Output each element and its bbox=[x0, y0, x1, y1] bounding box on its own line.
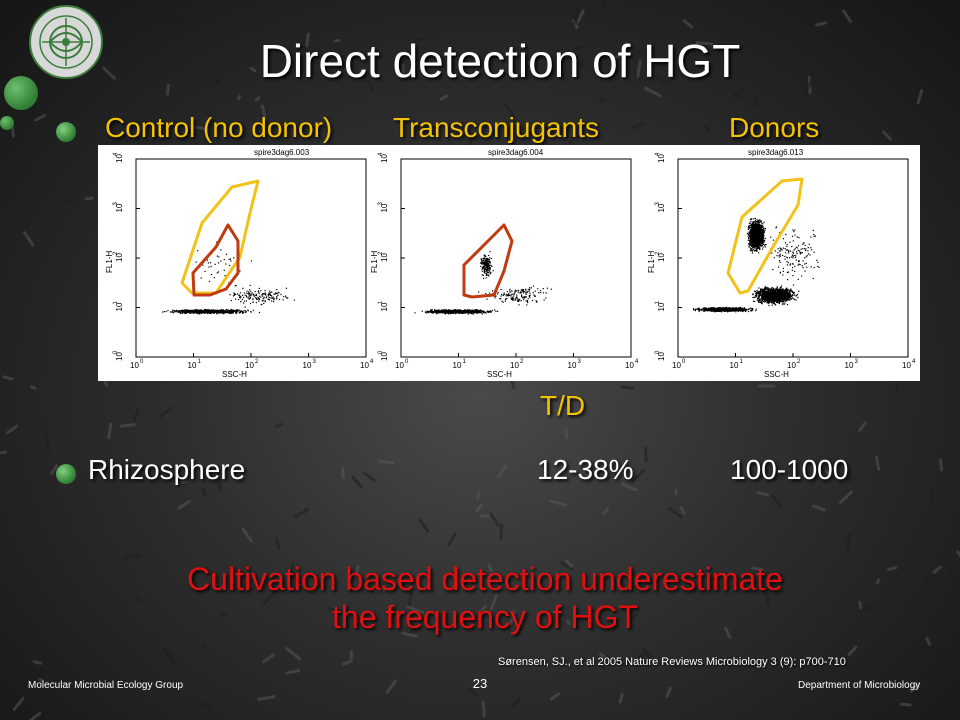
x-tick-exponent: 4 bbox=[370, 359, 374, 365]
x-tick-label: 10 bbox=[360, 361, 369, 370]
decorative-green-dot bbox=[4, 76, 38, 110]
y-tick-exponent: 3 bbox=[113, 202, 119, 206]
x-axis-label: SSC-H bbox=[222, 370, 247, 379]
y-axis-label: FL1-H bbox=[370, 251, 379, 273]
x-tick-label: 10 bbox=[730, 361, 739, 370]
column-header-donors: Donors bbox=[729, 112, 820, 143]
conclusion-line-1: Cultivation based detection underestimat… bbox=[187, 561, 783, 597]
conclusion-line-2: the frequency of HGT bbox=[332, 599, 638, 635]
x-tick-exponent: 2 bbox=[520, 359, 524, 365]
x-tick-exponent: 2 bbox=[797, 359, 801, 365]
y-tick-exponent: 2 bbox=[378, 251, 384, 255]
y-tick-label: 10 bbox=[380, 302, 389, 311]
y-tick-exponent: 3 bbox=[655, 202, 661, 206]
plot-frame bbox=[135, 158, 367, 358]
gate-yellow bbox=[726, 177, 804, 295]
x-tick-label: 10 bbox=[395, 361, 404, 370]
x-tick-label: 10 bbox=[453, 361, 462, 370]
y-tick-label: 10 bbox=[380, 352, 389, 361]
column-header-control: Control (no donor) bbox=[105, 112, 333, 143]
x-tick-exponent: 3 bbox=[855, 359, 859, 365]
gate-red bbox=[191, 223, 240, 297]
x-tick-exponent: 1 bbox=[463, 359, 467, 365]
x-tick-label: 10 bbox=[568, 361, 577, 370]
dots-transconjugants bbox=[414, 251, 552, 315]
y-tick-label: 10 bbox=[657, 352, 666, 361]
dots-donors bbox=[692, 217, 820, 313]
y-tick-exponent: 0 bbox=[113, 350, 119, 354]
dots-control bbox=[162, 241, 295, 315]
y-tick-label: 10 bbox=[115, 253, 124, 262]
bullet-icon bbox=[56, 122, 76, 142]
column-header-transconjugants: Transconjugants bbox=[393, 112, 599, 143]
y-tick-label: 10 bbox=[657, 253, 666, 262]
y-tick-label: 10 bbox=[657, 154, 666, 163]
y-tick-exponent: 0 bbox=[378, 350, 384, 354]
university-seal-logo bbox=[29, 5, 103, 79]
x-tick-exponent: 0 bbox=[682, 359, 686, 365]
y-tick-exponent: 1 bbox=[113, 301, 119, 305]
y-tick-label: 10 bbox=[115, 154, 124, 163]
y-tick-label: 10 bbox=[657, 302, 666, 311]
ratio-header: T/D bbox=[540, 390, 586, 421]
y-axis-label: FL1-H bbox=[105, 251, 114, 273]
y-tick-label: 10 bbox=[115, 203, 124, 212]
row-value-ratio: 100-1000 bbox=[730, 454, 849, 485]
y-tick-exponent: 0 bbox=[655, 350, 661, 354]
y-axis-label: FL1-H bbox=[647, 251, 656, 273]
gate-yellow bbox=[180, 179, 260, 295]
footer-right: Department of Microbiology bbox=[798, 680, 921, 691]
plot-filename: spire3dag6.004 bbox=[488, 148, 544, 157]
row-value-percent: 12-38% bbox=[537, 454, 634, 485]
x-tick-exponent: 4 bbox=[912, 359, 916, 365]
y-tick-exponent: 4 bbox=[378, 152, 384, 156]
x-tick-label: 10 bbox=[188, 361, 197, 370]
plot-frame bbox=[400, 158, 632, 358]
y-tick-label: 10 bbox=[657, 203, 666, 212]
y-tick-exponent: 2 bbox=[655, 251, 661, 255]
x-tick-exponent: 2 bbox=[255, 359, 259, 365]
x-tick-label: 10 bbox=[303, 361, 312, 370]
x-tick-label: 10 bbox=[510, 361, 519, 370]
y-tick-exponent: 4 bbox=[113, 152, 119, 156]
plot-filename: spire3dag6.003 bbox=[254, 148, 310, 157]
y-tick-exponent: 3 bbox=[378, 202, 384, 206]
x-tick-exponent: 0 bbox=[140, 359, 144, 365]
x-tick-label: 10 bbox=[625, 361, 634, 370]
x-tick-label: 10 bbox=[902, 361, 911, 370]
y-tick-label: 10 bbox=[380, 253, 389, 262]
x-tick-exponent: 4 bbox=[635, 359, 639, 365]
x-tick-label: 10 bbox=[787, 361, 796, 370]
x-tick-exponent: 0 bbox=[405, 359, 409, 365]
y-tick-exponent: 1 bbox=[655, 301, 661, 305]
decorative-green-dot-small bbox=[0, 116, 14, 130]
x-tick-exponent: 3 bbox=[313, 359, 317, 365]
x-axis-label: SSC-H bbox=[764, 370, 789, 379]
x-tick-label: 10 bbox=[845, 361, 854, 370]
x-tick-label: 10 bbox=[130, 361, 139, 370]
y-tick-label: 10 bbox=[115, 352, 124, 361]
x-axis-label: SSC-H bbox=[487, 370, 512, 379]
plot-filename: spire3dag6.013 bbox=[748, 148, 804, 157]
bullet-icon bbox=[56, 464, 76, 484]
flow-cytometry-plots: spire3dag6.003 10 0 10 0 10 1 10 1 10 2 10 2 10 3 10 3 1… bbox=[98, 145, 920, 381]
conclusion-text: Cultivation based detection underestimat… bbox=[80, 560, 890, 636]
y-tick-label: 10 bbox=[115, 302, 124, 311]
footer-left: Molecular Microbial Ecology Group bbox=[28, 680, 184, 691]
x-tick-label: 10 bbox=[672, 361, 681, 370]
x-tick-exponent: 1 bbox=[740, 359, 744, 365]
y-tick-label: 10 bbox=[380, 203, 389, 212]
gate-red bbox=[462, 223, 514, 299]
x-tick-exponent: 3 bbox=[578, 359, 582, 365]
y-tick-exponent: 4 bbox=[655, 152, 661, 156]
y-tick-label: 10 bbox=[380, 154, 389, 163]
y-tick-exponent: 1 bbox=[378, 301, 384, 305]
y-tick-exponent: 2 bbox=[113, 251, 119, 255]
x-tick-exponent: 1 bbox=[198, 359, 202, 365]
page-number: 23 bbox=[472, 676, 488, 691]
citation: Sørensen, SJ., et al 2005 Nature Reviews… bbox=[498, 656, 846, 668]
slide-title: Direct detection of HGT bbox=[259, 35, 741, 87]
x-tick-label: 10 bbox=[245, 361, 254, 370]
row-label: Rhizosphere bbox=[88, 454, 246, 485]
